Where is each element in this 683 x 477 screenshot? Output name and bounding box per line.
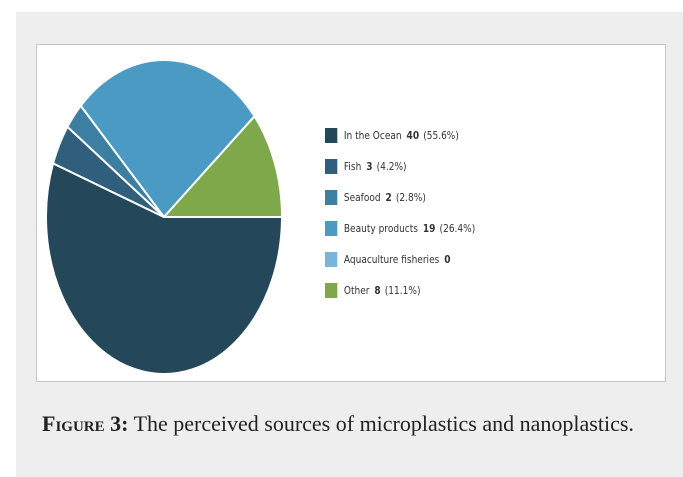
legend-label: Fish	[343, 159, 362, 173]
legend-percent: (11.1%)	[384, 283, 421, 297]
legend-swatch	[325, 282, 338, 298]
legend-count: 2	[385, 190, 392, 204]
legend-swatch	[325, 189, 338, 205]
legend-swatch	[325, 158, 338, 174]
legend-item: Seafood 2 (2.8%)	[325, 189, 475, 205]
legend-label: Aquaculture fisheries	[343, 252, 440, 266]
legend-swatch	[325, 251, 338, 267]
legend-label: Beauty products	[343, 221, 418, 235]
pie-slice-in-the-ocean	[45, 162, 283, 376]
legend-count: 8	[374, 283, 381, 297]
chart-legend: In the Ocean 40 (55.6%) Fish 3 (4.2%) Seafood 2…	[325, 127, 508, 313]
legend-percent: (55.6%)	[423, 128, 459, 142]
legend-item: Aquaculture fisheries 0	[325, 251, 475, 267]
figure-caption: Figure 3: The perceived sources of micro…	[42, 410, 667, 438]
figure-container: In the Ocean 40 (55.6%) Fish 3 (4.2%) Seafood 2…	[16, 12, 683, 477]
legend-percent: (26.4%)	[439, 221, 476, 235]
legend-count: 19	[422, 221, 436, 235]
legend-label: In the Ocean	[343, 128, 402, 142]
legend-label: Other	[343, 283, 370, 297]
legend-count: 40	[406, 128, 420, 142]
legend-count: 0	[444, 252, 451, 266]
legend-percent: (2.8%)	[395, 190, 426, 204]
legend-swatch	[325, 127, 338, 143]
caption-text: The perceived sources of microplastics a…	[133, 411, 634, 436]
legend-count: 3	[366, 159, 373, 173]
pie-slice-beauty-products	[79, 59, 256, 218]
figure-label: Figure 3:	[42, 411, 129, 436]
chart-panel: In the Ocean 40 (55.6%) Fish 3 (4.2%) Seafood 2…	[36, 44, 666, 382]
legend-item: Beauty products 19 (26.4%)	[325, 220, 475, 236]
legend-label: Seafood	[343, 190, 381, 204]
legend-item: Fish 3 (4.2%)	[325, 158, 475, 174]
pie-slice-other	[163, 115, 283, 218]
legend-item: Other 8 (11.1%)	[325, 282, 475, 298]
legend-item: In the Ocean 40 (55.6%)	[325, 127, 475, 143]
legend-percent: (4.2%)	[376, 159, 407, 173]
pie-chart	[45, 59, 283, 376]
legend-swatch	[325, 220, 338, 236]
